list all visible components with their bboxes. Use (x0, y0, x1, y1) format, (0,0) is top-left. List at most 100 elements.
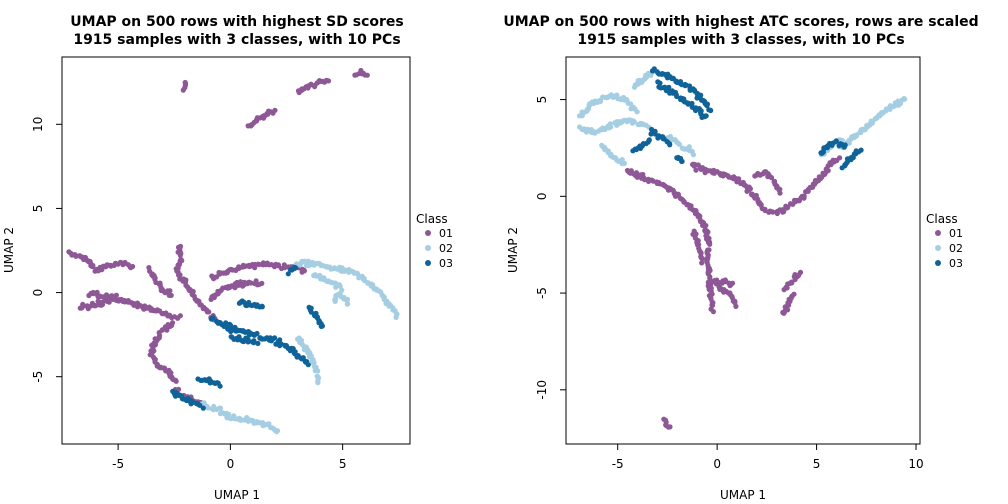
point-class-01 (746, 187, 752, 193)
point-class-01 (785, 204, 791, 211)
point-class-03 (833, 139, 839, 145)
point-class-02 (690, 152, 697, 158)
point-class-03 (850, 155, 856, 161)
point-class-01 (768, 175, 775, 181)
point-class-01 (797, 269, 804, 275)
chart-title: UMAP on 500 rows with highest ATC scores… (503, 14, 978, 30)
plot-frame (565, 56, 921, 445)
point-class-03 (657, 80, 663, 86)
point-class-02 (238, 417, 244, 423)
y-tick-label: 0 (31, 289, 45, 297)
legend-swatch-02 (935, 245, 941, 251)
point-class-02 (337, 283, 343, 289)
point-class-03 (842, 142, 848, 148)
point-class-03 (259, 303, 265, 309)
x-axis-label: UMAP 1 (214, 488, 260, 502)
point-class-01 (703, 222, 709, 229)
point-class-02 (686, 144, 692, 150)
point-class-02 (860, 126, 866, 132)
point-class-03 (858, 147, 864, 153)
y-tick-label: -5 (535, 287, 549, 299)
point-class-01 (301, 268, 307, 274)
legend-label-02: 02 (949, 242, 963, 255)
y-axis-label: UMAP 2 (506, 227, 520, 273)
point-class-02 (634, 109, 640, 115)
point-class-02 (315, 368, 321, 374)
point-class-02 (302, 258, 308, 264)
point-class-01 (177, 313, 183, 319)
x-tick-label: 0 (713, 457, 721, 471)
point-class-03 (232, 324, 238, 330)
point-class-01 (815, 178, 822, 184)
point-class-03 (272, 335, 278, 341)
point-class-01 (699, 260, 705, 266)
point-class-01 (707, 241, 713, 247)
point-class-03 (698, 108, 704, 114)
point-class-03 (277, 337, 283, 343)
point-class-01 (791, 291, 797, 297)
y-tick-label: 0 (535, 192, 549, 200)
point-class-03 (222, 322, 228, 328)
point-class-02 (217, 405, 224, 411)
point-class-03 (217, 383, 223, 389)
point-class-02 (607, 121, 613, 127)
point-class-03 (674, 93, 680, 100)
point-class-03 (255, 340, 261, 346)
point-class-01 (777, 190, 783, 196)
point-class-02 (394, 311, 400, 317)
legend-title: Class (926, 212, 958, 226)
legend-label-02: 02 (439, 242, 453, 255)
point-class-03 (197, 402, 203, 408)
point-class-03 (702, 114, 708, 120)
point-class-03 (319, 323, 325, 329)
point-class-02 (315, 380, 321, 386)
point-class-03 (251, 338, 257, 344)
chart-panel-sd: UMAP on 500 rows with highest SD scores … (2, 14, 453, 502)
point-class-01 (801, 193, 807, 199)
chart-panel-atc: UMAP on 500 rows with highest ATC scores… (503, 14, 978, 502)
point-class-01 (130, 263, 136, 270)
point-class-03 (285, 271, 291, 277)
chart-subtitle: 1915 samples with 3 classes, with 10 PCs (577, 32, 904, 48)
point-class-02 (205, 405, 211, 411)
point-class-02 (846, 137, 852, 144)
point-class-01 (253, 278, 259, 284)
legend-swatch-01 (935, 230, 941, 236)
point-class-01 (177, 272, 183, 278)
point-class-01 (728, 281, 734, 287)
point-class-03 (679, 158, 685, 164)
point-class-01 (633, 170, 640, 176)
point-class-02 (631, 119, 637, 125)
point-class-01 (256, 261, 262, 268)
point-class-03 (293, 265, 299, 271)
x-tick-label: 0 (227, 457, 235, 471)
point-class-01 (709, 291, 715, 297)
point-class-02 (853, 133, 859, 139)
point-class-01 (784, 285, 790, 291)
point-class-02 (586, 105, 592, 112)
chart-title: UMAP on 500 rows with highest SD scores (70, 14, 403, 30)
point-class-01 (157, 282, 163, 288)
point-class-03 (698, 92, 704, 98)
x-axis: -5 0 5 (112, 444, 346, 471)
point-class-01 (160, 327, 166, 333)
point-class-01 (698, 255, 704, 261)
point-class-03 (666, 84, 672, 90)
x-tick-label: 10 (908, 457, 923, 471)
legend-label-03: 03 (949, 257, 963, 270)
y-axis: -5 0 5 10 (31, 117, 62, 383)
point-class-01 (167, 288, 173, 294)
point-class-01 (667, 424, 673, 430)
y-tick-label: 10 (31, 117, 45, 132)
y-tick-label: 5 (31, 205, 45, 213)
point-class-01 (770, 209, 776, 215)
legend-label-01: 01 (949, 227, 963, 240)
point-class-03 (305, 362, 311, 368)
point-class-01 (709, 302, 715, 308)
legend-swatch-01 (425, 230, 431, 236)
x-tick-label: 5 (813, 457, 821, 471)
point-class-02 (305, 258, 311, 264)
points-layer (66, 67, 400, 435)
chart-subtitle: 1915 samples with 3 classes, with 10 PCs (73, 32, 400, 48)
